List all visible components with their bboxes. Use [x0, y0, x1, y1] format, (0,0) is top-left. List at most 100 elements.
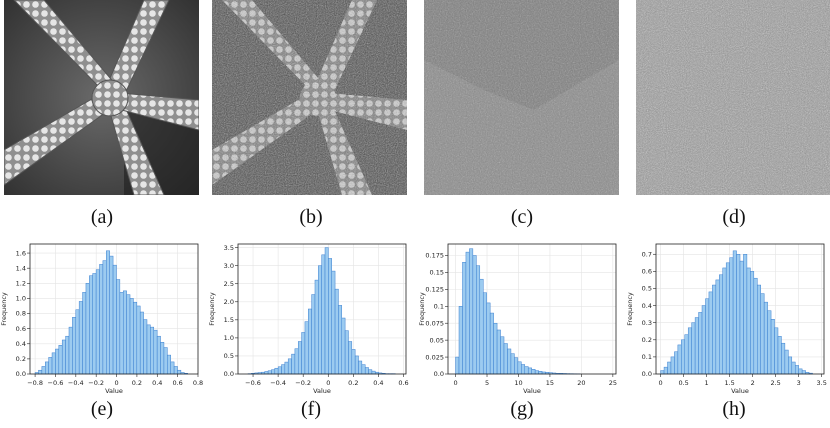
histogram-bar — [122, 290, 127, 375]
y-tick-label: 0.3 — [642, 319, 652, 327]
x-tick-label: 20 — [577, 379, 585, 387]
histogram-bar — [469, 248, 474, 375]
histogram-bar — [139, 311, 144, 375]
y-tick-label: 0.6 — [16, 325, 26, 333]
histogram-bar — [45, 361, 49, 375]
histogram-bar — [344, 330, 349, 375]
y-tick-label: 1.0 — [16, 295, 26, 303]
histogram-bar — [674, 351, 679, 375]
histogram-bar — [514, 357, 519, 375]
histogram-bar — [136, 305, 141, 375]
y-tick-label: 0.2 — [642, 336, 652, 344]
x-axis-label: Value — [731, 387, 749, 395]
histogram-bar — [510, 353, 515, 375]
histogram-bar — [358, 360, 363, 375]
histogram-bar — [493, 322, 498, 375]
histogram-bar — [38, 369, 43, 375]
histogram-bar — [681, 339, 686, 375]
histogram-bar — [455, 356, 460, 375]
histogram-bar — [521, 364, 526, 375]
histogram-bar — [150, 326, 155, 375]
x-tick-label: 0.2 — [348, 379, 358, 387]
x-tick-label: 0 — [659, 379, 663, 387]
x-tick-label: 10 — [514, 379, 522, 387]
caption-a: (a) — [90, 206, 114, 228]
x-tick-label: 2 — [751, 379, 755, 387]
y-tick-label: 0.175 — [425, 252, 444, 260]
histogram-bar — [732, 250, 737, 375]
histogram-h: 0 0.5 1 1.5 2 2.5 3 3.5 0.0 0.1 0.2 0.3 0.4 0.5 0.6 0.7… — [626, 236, 827, 395]
y-tick-label: 0.125 — [425, 286, 444, 294]
y-tick-label: 0.4 — [642, 302, 652, 310]
histogram-bar — [517, 361, 522, 375]
y-tick-label: 1.0 — [224, 334, 234, 342]
histogram-bar — [743, 254, 748, 375]
histogram-bar — [170, 361, 175, 375]
random-noise-image — [636, 0, 830, 195]
x-tick-label: 3 — [797, 379, 801, 387]
y-tick-label: 3.5 — [224, 244, 234, 252]
histogram-bar — [694, 317, 699, 375]
histogram-bar — [61, 339, 66, 375]
histogram-bar — [794, 365, 799, 375]
histogram-bar — [701, 305, 706, 375]
histogram-bar — [156, 335, 161, 375]
histogram-bar — [725, 262, 730, 375]
histogram-bar — [715, 279, 720, 375]
histogram-bar — [68, 326, 73, 375]
y-axis-label: Frequency — [208, 292, 216, 326]
histogram-bar — [472, 255, 477, 375]
histogram-bar — [465, 251, 470, 375]
x-tick-label: 0 — [114, 379, 118, 387]
histogram-bar — [331, 270, 336, 375]
histogram-bar — [698, 312, 703, 375]
x-tick-label: 0.6 — [398, 379, 408, 387]
histogram-bar — [760, 293, 765, 375]
y-tick-label: 0.05 — [430, 336, 444, 344]
histogram-bar — [482, 292, 487, 375]
histogram-bar — [85, 283, 90, 375]
x-tick-label: −0.2 — [88, 379, 104, 387]
x-tick-label: 1 — [705, 379, 709, 387]
histogram-bar — [496, 329, 501, 375]
y-tick-label: 0.5 — [224, 352, 234, 360]
histogram-bar — [146, 324, 151, 375]
histogram-bar — [767, 310, 772, 375]
y-tick-label: 0.025 — [425, 353, 444, 361]
y-tick-label: 0.075 — [425, 319, 444, 327]
histogram-bar — [770, 319, 775, 375]
histogram-bar — [527, 367, 532, 375]
y-tick-label: 0.1 — [642, 353, 652, 361]
y-tick-label: 0.15 — [430, 269, 444, 277]
x-tick-label: −0.6 — [245, 379, 261, 387]
histogram-bar — [294, 348, 299, 375]
histogram-bar — [670, 356, 675, 375]
y-axis-label: Frequency — [0, 292, 8, 326]
histogram-bar — [106, 250, 110, 375]
histogram-bar — [705, 298, 710, 375]
histogram-bar — [691, 322, 696, 375]
histogram-bar — [660, 370, 665, 375]
y-tick-label: 0.6 — [642, 268, 652, 276]
x-tick-label: −0.4 — [68, 379, 84, 387]
histogram-bar — [160, 342, 165, 375]
y-tick-label: 0.1 — [434, 302, 444, 310]
x-axis-label: Value — [313, 387, 331, 395]
histogram-bar — [173, 366, 178, 375]
y-tick-label: 3.0 — [224, 262, 234, 270]
histogram-bar — [736, 254, 741, 375]
x-tick-label: −0.2 — [295, 379, 311, 387]
histogram-bar — [524, 366, 529, 375]
histogram-bar — [784, 349, 789, 375]
histogram-bar — [267, 370, 272, 375]
y-tick-label: 0.4 — [16, 340, 26, 348]
histogram-bar — [486, 302, 491, 375]
x-axis-label: Value — [105, 387, 123, 395]
histogram-bar — [719, 274, 723, 375]
histogram-bar — [354, 355, 359, 375]
caption-c: (c) — [510, 206, 534, 228]
histogram-bar — [163, 347, 168, 375]
y-axis-label: Frequency — [626, 292, 634, 326]
y-tick-label: 2.5 — [224, 280, 234, 288]
histogram-bar — [72, 317, 77, 375]
